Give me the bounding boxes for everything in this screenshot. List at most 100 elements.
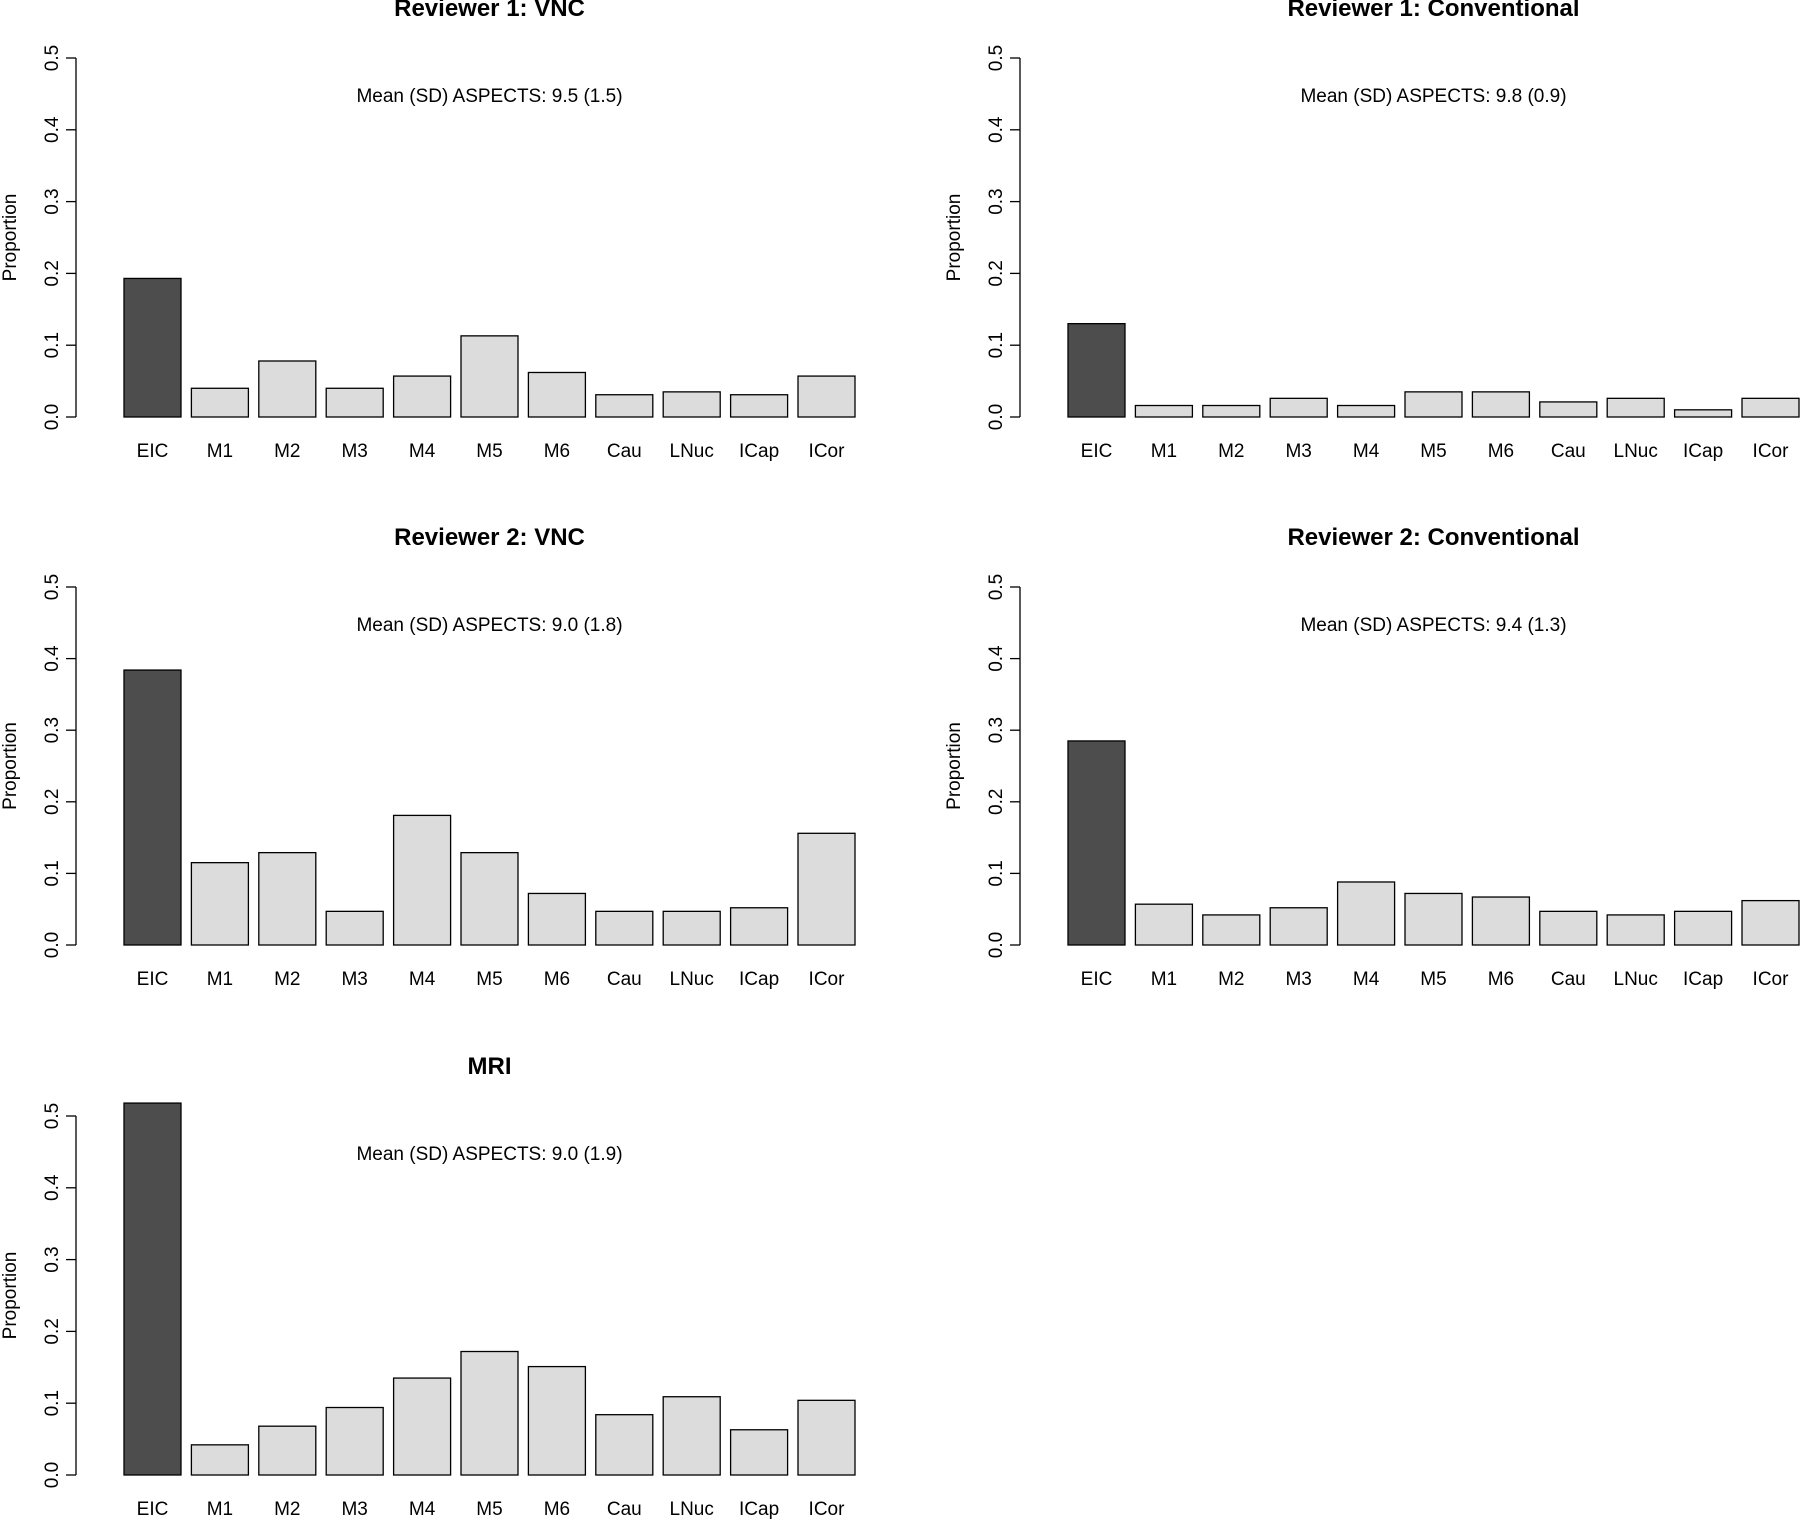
y-tick-label: 0.0 (42, 932, 63, 958)
category-label: ICap (739, 1499, 779, 1520)
category-label: M5 (476, 1499, 502, 1520)
chart-title: Reviewer 2: VNC (394, 524, 585, 551)
category-label: M4 (409, 1499, 436, 1520)
bar-icor (797, 375, 856, 418)
bar-icap (729, 907, 789, 946)
y-tick-label: 0.4 (42, 1174, 63, 1201)
category-label: ICap (739, 969, 779, 990)
category-label: M6 (544, 1499, 570, 1520)
bar-m5 (460, 851, 519, 946)
y-tick-label: 0.1 (42, 332, 63, 358)
aspects-annotation: Mean (SD) ASPECTS: 9.0 (1.9) (356, 1144, 622, 1165)
category-label: M1 (207, 969, 233, 990)
category-label: ICor (809, 1499, 846, 1520)
y-tick-label: 0.3 (42, 717, 63, 743)
y-tick-label: 0.0 (42, 404, 63, 430)
y-tick-label: 0.4 (42, 116, 63, 143)
bar-m4 (392, 814, 452, 946)
category-label: LNuc (670, 969, 714, 990)
category-label: EIC (1081, 441, 1113, 462)
category-label: LNuc (1614, 441, 1658, 462)
category-label: ICap (1683, 441, 1723, 462)
category-label: ICor (1753, 441, 1790, 462)
category-label: M3 (1285, 969, 1311, 990)
aspects-annotation: Mean (SD) ASPECTS: 9.4 (1.3) (1300, 615, 1566, 636)
bar-m4 (1336, 881, 1396, 946)
category-label: ICor (809, 441, 846, 462)
bar-icap (1673, 910, 1733, 946)
category-label: M6 (544, 441, 570, 462)
category-label: M2 (1218, 441, 1244, 462)
aspects-annotation: Mean (SD) ASPECTS: 9.8 (0.9) (1300, 86, 1566, 107)
category-label: M5 (476, 441, 502, 462)
bar-m5 (460, 1350, 519, 1476)
category-label: Cau (1551, 441, 1586, 462)
bar-m1 (190, 862, 250, 946)
category-label: Cau (1551, 969, 1586, 990)
y-tick-label: 0.2 (986, 260, 1007, 286)
category-label: LNuc (670, 1499, 714, 1520)
bar-m4 (392, 1377, 452, 1476)
chart-title: Reviewer 1: Conventional (1287, 0, 1579, 22)
bar-eic (123, 277, 182, 418)
y-axis-label: Proportion (944, 722, 965, 810)
bar-lnuc (1606, 397, 1665, 418)
y-tick-label: 0.1 (42, 860, 63, 886)
bar-m6 (1471, 896, 1531, 946)
bar-m1 (1134, 404, 1194, 418)
y-tick-label: 0.5 (42, 45, 63, 71)
chart-title: Reviewer 1: VNC (394, 0, 585, 22)
aspects-annotation: Mean (SD) ASPECTS: 9.0 (1.8) (356, 615, 622, 636)
bar-icap (729, 1429, 789, 1476)
category-label: ICor (809, 969, 846, 990)
category-label: Cau (607, 1499, 642, 1520)
aspects-annotation: Mean (SD) ASPECTS: 9.5 (1.5) (356, 86, 622, 107)
bar-icor (1741, 397, 1800, 418)
category-label: M3 (1285, 441, 1311, 462)
category-label: Cau (607, 969, 642, 990)
y-tick-label: 0.3 (42, 188, 63, 214)
y-tick-label: 0.1 (42, 1390, 63, 1416)
y-tick-label: 0.4 (986, 645, 1007, 672)
y-tick-label: 0.4 (986, 116, 1007, 143)
category-label: EIC (1081, 969, 1113, 990)
category-label: LNuc (670, 441, 714, 462)
bar-m1 (190, 1444, 250, 1476)
category-label: M4 (1353, 969, 1380, 990)
bar-cau (595, 910, 654, 946)
bar-m5 (460, 335, 519, 418)
bar-m3 (1269, 907, 1328, 946)
chart-title: MRI (468, 1053, 512, 1080)
chart-panel-1: Reviewer 1: VNC Mean (SD) ASPECTS: 9.5 (1… (0, 0, 856, 462)
bar-m6 (527, 892, 587, 946)
bar-icap (1673, 409, 1733, 418)
category-label: M2 (274, 441, 300, 462)
category-label: M6 (1488, 969, 1514, 990)
y-tick-label: 0.2 (42, 260, 63, 286)
category-label: M2 (1218, 969, 1244, 990)
bar-m1 (190, 387, 250, 418)
bar-m2 (1202, 404, 1261, 418)
category-label: M6 (1488, 441, 1514, 462)
bar-lnuc (662, 910, 721, 946)
bar-m2 (258, 360, 317, 418)
y-tick-label: 0.2 (42, 789, 63, 815)
category-label: Cau (607, 441, 642, 462)
bar-m2 (258, 1425, 317, 1476)
category-label: ICap (739, 441, 779, 462)
y-tick-label: 0.0 (42, 1462, 63, 1488)
bar-eic (1067, 323, 1126, 418)
bar-m3 (325, 1406, 384, 1476)
y-tick-label: 0.1 (986, 332, 1007, 358)
bar-m3 (325, 387, 384, 418)
bar-cau (1539, 910, 1598, 946)
bar-m6 (527, 1365, 587, 1476)
category-label: M3 (341, 441, 367, 462)
y-tick-label: 0.5 (986, 574, 1007, 600)
bar-cau (595, 1414, 654, 1476)
category-label: M5 (476, 969, 502, 990)
y-tick-label: 0.5 (986, 45, 1007, 71)
bar-m5 (1404, 391, 1463, 418)
bar-m2 (1202, 914, 1261, 946)
category-label: M1 (207, 441, 233, 462)
